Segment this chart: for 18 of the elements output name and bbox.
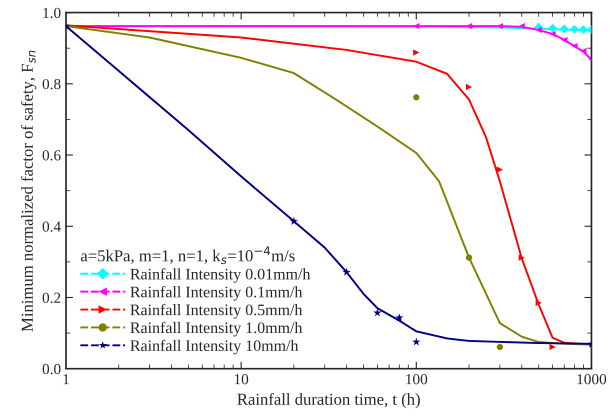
y-axis-title: Minimum normalized factor of safety, F$_{sn}$ xyxy=(20,50,36,332)
legend-label: Rainfall Intensity 0.1mm/h xyxy=(130,286,302,301)
x-tick-label: 1 xyxy=(64,374,69,384)
legend-label: Rainfall Intensity 0.5mm/h xyxy=(130,304,302,319)
y-tick-label: 0.4 xyxy=(42,221,61,232)
legend-title: a=5kPa, m=1, n=1, k$_{s}$=10$^{−4}$m/s xyxy=(80,246,295,264)
legend-label: Rainfall Intensity 10mm/h xyxy=(130,340,298,354)
x-axis-title: Rainfall duration time, t (h) xyxy=(237,392,420,408)
y-tick-label: 0.6 xyxy=(42,150,61,161)
legend-label: Rainfall Intensity 0.01mm/h xyxy=(130,268,310,283)
x-tick-label: 100 xyxy=(406,374,428,384)
y-tick-label: 0.8 xyxy=(42,78,61,90)
y-tick-label: 0.0 xyxy=(42,364,61,374)
y-tick-label: 1.0 xyxy=(43,8,61,18)
y-tick-label: 0.2 xyxy=(42,292,60,304)
x-tick-label: 1000 xyxy=(578,374,606,384)
legend-label: Rainfall Intensity 1.0mm/h xyxy=(130,322,302,336)
x-tick-label: 10 xyxy=(234,374,248,384)
